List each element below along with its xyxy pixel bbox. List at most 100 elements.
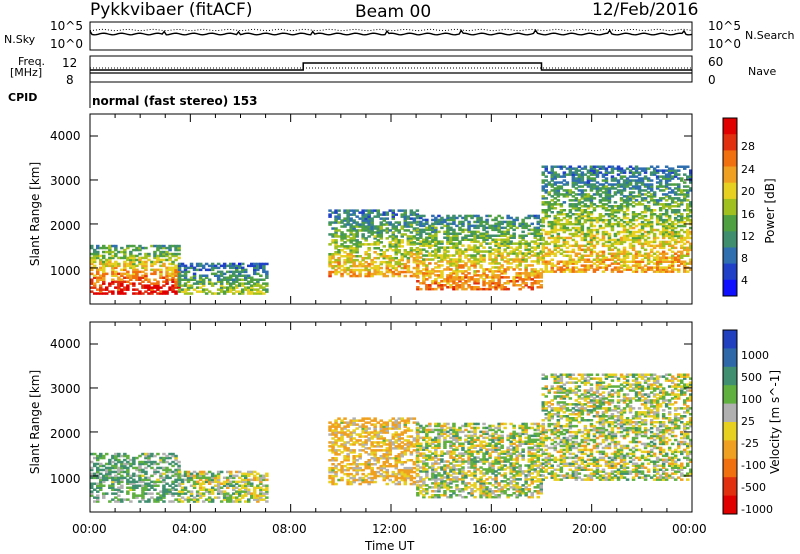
power-panel-echo-cell <box>562 165 567 168</box>
velocity-panel-echo-cell <box>331 423 335 426</box>
power-panel-echo-cell <box>494 258 498 261</box>
power-panel-echo-cell <box>655 222 660 226</box>
power-panel-echo-cell <box>506 228 510 232</box>
power-panel-echo-cell <box>601 191 606 194</box>
power-panel-echo-cell <box>497 238 501 241</box>
power-panel-echo-cell <box>634 224 639 228</box>
velocity-panel-echo-cell <box>229 476 233 480</box>
power-panel-echo-cell <box>559 244 564 248</box>
velocity-panel-echo-cell <box>334 433 338 436</box>
power-panel-echo-cell <box>488 262 492 265</box>
power-panel-echo-cell <box>607 205 612 208</box>
velocity-panel-echo-cell <box>250 472 254 476</box>
power-panel-echo-cell <box>470 248 474 251</box>
velocity-panel-echo-cell <box>204 488 209 491</box>
velocity-panel-echo-cell <box>352 461 356 464</box>
power-panel-echo-cell <box>637 230 642 234</box>
power-panel-echo-cell <box>530 264 534 267</box>
power-panel-echo-cell <box>527 242 531 245</box>
power-panel-echo-cell <box>512 248 516 251</box>
power-panel-echo-cell <box>90 262 94 266</box>
velocity-panel-echo-cell <box>177 470 182 474</box>
power-panel-echo-cell <box>677 189 681 192</box>
power-panel-echo-cell <box>527 286 531 289</box>
velocity-panel-echo-cell <box>232 480 236 484</box>
power-panel-echo-cell <box>364 256 368 260</box>
velocity-panel-echo-cell <box>102 494 106 497</box>
power-panel-echo-cell <box>595 266 600 269</box>
power-panel-echo-cell <box>93 250 97 254</box>
power-panel-echo-cell <box>494 270 498 273</box>
power-panel-echo-cell <box>622 234 627 238</box>
velocity-panel-echo-cell <box>364 429 368 432</box>
power-panel-echo-cell <box>213 274 218 277</box>
velocity-panel-echo-cell <box>168 452 172 456</box>
power-panel-echo-cell <box>458 220 462 224</box>
power-panel-echo-cell <box>658 214 663 218</box>
power-panel-echo-cell <box>595 254 600 257</box>
power-panel-echo-cell <box>382 260 386 264</box>
velocity-panel-echo-cell <box>361 435 365 438</box>
power-panel-echo-cell <box>114 246 118 250</box>
power-panel-echo-cell <box>559 248 564 252</box>
power-panel-echo-cell <box>628 232 633 236</box>
power-panel-echo-cell <box>604 268 609 271</box>
power-panel-echo-cell <box>464 236 468 239</box>
power-panel-echo-cell <box>458 252 462 255</box>
power-panel-echo-cell <box>259 266 263 270</box>
power-panel-echo-cell <box>544 270 548 273</box>
power-panel-echo-cell <box>93 254 97 258</box>
x-tick: 08:00 <box>272 522 307 536</box>
power-panel-echo-cell <box>658 260 663 263</box>
power-panel-echo-cell <box>628 175 633 178</box>
velocity-panel-echo-cell <box>222 480 227 484</box>
velocity-panel-echo-cell <box>216 476 221 480</box>
power-panel-echo-cell <box>388 245 392 248</box>
power-panel-echo-cell <box>686 250 690 254</box>
power-panel-echo-cell <box>518 287 522 291</box>
power-panel-echo-cell <box>373 241 377 244</box>
velocity-panel-echo-cell <box>337 431 341 434</box>
velocity-panel-echo-cell <box>379 435 383 438</box>
velocity-panel-echo-cell <box>361 429 365 432</box>
power-panel-echo-cell <box>497 248 501 251</box>
velocity-panel-echo-cell <box>337 449 341 452</box>
power-cb-tick: 16 <box>741 208 755 221</box>
power-panel-echo-cell <box>598 218 603 222</box>
power-panel-echo-cell <box>232 286 236 289</box>
power-panel-echo-cell <box>616 254 621 257</box>
power-panel-echo-cell <box>622 224 627 228</box>
power-panel-echo-cell <box>628 169 633 172</box>
power-panel-echo-cell <box>373 215 377 218</box>
power-panel-echo-cell <box>536 258 540 261</box>
power-panel-echo-cell <box>416 270 420 273</box>
power-panel-echo-cell <box>385 262 389 266</box>
velocity-panel-echo-cell <box>334 472 338 476</box>
power-panel-echo-cell <box>628 226 633 230</box>
velocity-panel-echo-cell <box>253 476 257 480</box>
power-panel-echo-cell <box>677 250 681 254</box>
velocity-panel-echo-cell <box>253 496 257 499</box>
power-panel-echo-cell <box>473 287 477 291</box>
velocity-panel-echo-cell <box>93 476 97 480</box>
power-panel-echo-cell <box>509 280 513 283</box>
power-panel-echo-cell <box>559 226 564 230</box>
power-panel-echo-cell <box>568 256 573 259</box>
velocity-panel-echo-cell <box>355 433 359 436</box>
power-panel-echo-cell <box>328 260 332 264</box>
velocity-panel-echo-cell <box>141 468 145 472</box>
power-panel-echo-cell <box>553 177 557 180</box>
power-panel-echo-cell <box>580 191 585 194</box>
power-panel-echo-cell <box>171 270 175 274</box>
velocity-panel-echo-cell <box>141 484 145 487</box>
velocity-panel-echo-cell <box>259 480 263 484</box>
velocity-panel-echo-cell <box>361 480 365 484</box>
velocity-panel-echo-cell <box>385 455 389 458</box>
velocity-panel-echo-cell <box>93 452 97 456</box>
power-panel-echo-cell <box>673 234 678 238</box>
power-panel-echo-cell <box>150 262 154 266</box>
power-panel-echo-cell <box>521 254 525 257</box>
velocity-panel-echo-cell <box>90 452 94 456</box>
power-panel-echo-cell <box>592 234 597 238</box>
power-panel-echo-cell <box>90 246 94 250</box>
